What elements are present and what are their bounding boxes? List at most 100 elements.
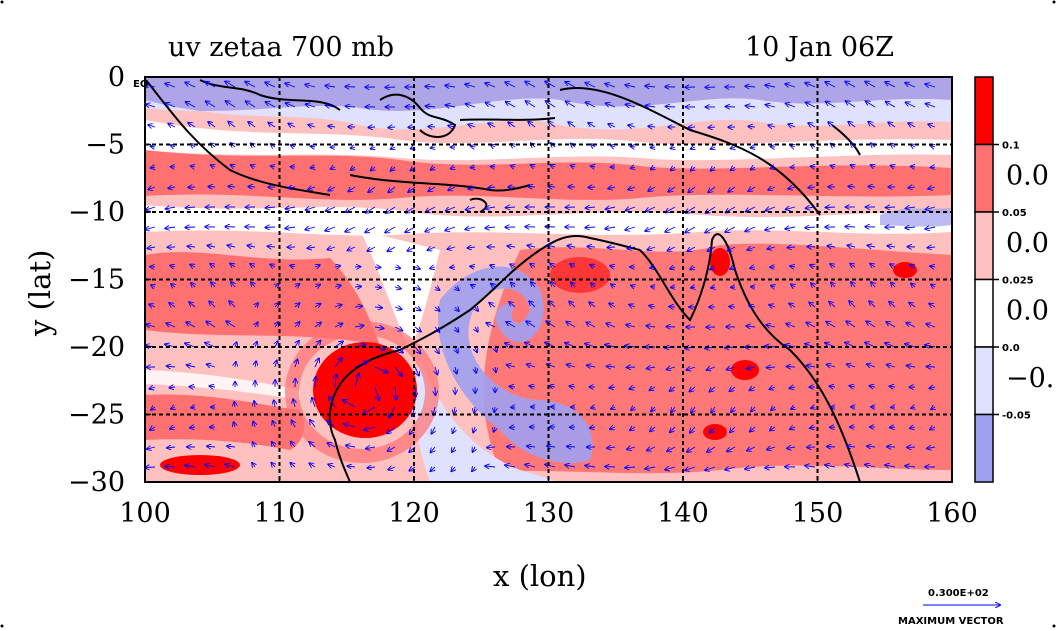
wind-vector xyxy=(891,165,895,167)
wind-vector xyxy=(187,246,196,247)
wind-vector xyxy=(365,226,376,232)
wind-vector xyxy=(270,264,275,267)
wind-vector xyxy=(845,464,856,467)
wind-vector xyxy=(385,226,396,233)
wind-vector xyxy=(225,81,236,88)
wind-vector xyxy=(687,246,696,251)
wind-vector xyxy=(235,342,237,347)
wind-vector xyxy=(454,406,455,414)
wind-vector xyxy=(551,165,555,167)
wind-vector xyxy=(647,447,656,451)
wind-vector xyxy=(165,227,176,229)
wind-vector xyxy=(394,307,402,309)
wind-vector xyxy=(771,286,775,287)
wind-vector xyxy=(415,267,420,269)
wind-vector xyxy=(168,124,176,127)
wind-vector xyxy=(394,287,401,289)
wind-vector xyxy=(211,165,215,167)
wind-vector xyxy=(770,427,776,431)
wind-vector xyxy=(827,447,836,448)
wind-vector xyxy=(567,246,576,247)
wind-vector xyxy=(565,82,576,88)
wind-vector xyxy=(526,101,536,108)
wind-vector xyxy=(414,346,421,353)
colorbar-small-label: 0.0 xyxy=(1002,343,1020,354)
wind-vector xyxy=(591,144,595,147)
wind-vector xyxy=(591,283,595,287)
wind-vector xyxy=(315,265,320,267)
region-south-blob xyxy=(160,455,240,475)
wind-vector xyxy=(475,366,476,373)
wind-vector xyxy=(590,427,596,428)
wind-vector xyxy=(806,323,816,328)
wind-vector xyxy=(291,442,295,448)
wind-vector xyxy=(248,122,256,128)
wind-vector xyxy=(685,226,696,233)
x-tick-label: 120 xyxy=(388,498,440,529)
wind-vector xyxy=(227,245,236,247)
wind-vector xyxy=(347,466,356,467)
wind-vector xyxy=(610,427,616,429)
wind-vector xyxy=(151,167,155,168)
wind-vector xyxy=(528,122,536,128)
wind-vector xyxy=(271,463,275,467)
colorbar-small-label: 0.1 xyxy=(1002,141,1020,152)
wind-vector xyxy=(486,323,496,328)
wind-vector xyxy=(570,264,575,267)
wind-vector xyxy=(886,207,896,208)
wind-vector xyxy=(586,322,596,328)
wind-vector xyxy=(788,124,796,127)
wind-vector xyxy=(151,407,155,410)
wind-vector xyxy=(185,227,196,228)
wind-vector xyxy=(689,386,696,392)
wind-vector xyxy=(368,186,376,192)
wind-vector xyxy=(871,165,875,167)
wind-vector xyxy=(788,187,796,189)
wind-vector xyxy=(227,446,236,447)
wind-vector xyxy=(747,367,756,369)
wind-vector xyxy=(809,302,816,308)
wind-vector xyxy=(495,366,496,372)
wind-vector xyxy=(626,207,636,210)
wind-vector xyxy=(527,245,536,247)
wind-vector xyxy=(447,247,456,249)
wind-vector xyxy=(790,266,796,267)
wind-vector xyxy=(314,358,319,368)
wind-vector xyxy=(666,206,676,212)
wind-vector xyxy=(354,362,368,368)
wind-vector xyxy=(415,386,416,397)
wind-vector xyxy=(586,102,596,108)
wind-vector xyxy=(607,366,616,367)
wind-vector xyxy=(371,147,375,149)
wind-vector xyxy=(791,284,795,287)
wind-vector xyxy=(167,447,176,448)
wind-vector xyxy=(494,427,495,432)
wind-vector xyxy=(208,122,216,128)
wind-vector xyxy=(749,306,756,307)
wind-vector xyxy=(906,102,916,108)
wind-vector xyxy=(414,307,421,310)
wind-vector xyxy=(691,287,695,288)
wind-vector xyxy=(228,186,236,187)
wind-vector xyxy=(234,422,235,427)
wind-vector xyxy=(346,106,356,107)
wind-vector xyxy=(388,127,396,128)
wind-vector xyxy=(650,267,656,268)
wind-vector xyxy=(329,397,336,408)
x-axis-label: x (lon) xyxy=(493,559,587,593)
wind-vector xyxy=(408,186,416,192)
wind-vector xyxy=(751,167,755,170)
wind-vector xyxy=(425,226,436,232)
wind-vector xyxy=(669,307,676,308)
wind-vector xyxy=(188,123,196,128)
wind-vector xyxy=(168,187,176,188)
wind-vector xyxy=(425,86,436,87)
wind-vector xyxy=(786,324,796,327)
wind-vector xyxy=(471,146,475,147)
wind-vector xyxy=(750,267,755,268)
wind-vector xyxy=(435,326,440,332)
wind-vector xyxy=(807,365,816,367)
wind-vector xyxy=(906,323,916,328)
wind-vector xyxy=(628,187,636,190)
wind-vector xyxy=(605,227,616,229)
